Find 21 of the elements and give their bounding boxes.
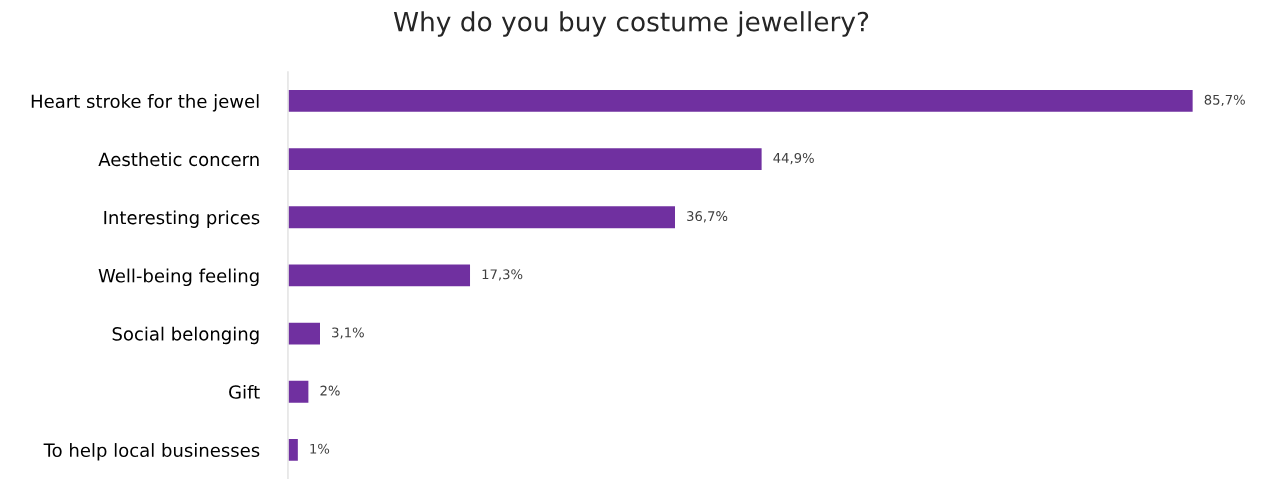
chart-title: Why do you buy costume jewellery? — [393, 11, 869, 37]
y-tick-label: Well-being feeling — [98, 268, 259, 287]
data-label: 17,3% — [482, 269, 523, 281]
data-label: 36,7% — [687, 211, 728, 223]
y-tick-label: Heart stroke for the jewel — [31, 94, 259, 112]
data-label: 1% — [310, 443, 330, 454]
bar — [287, 379, 310, 405]
bar — [287, 146, 763, 172]
data-label: 44,9% — [773, 152, 814, 165]
data-label: 85,7% — [1204, 94, 1245, 107]
bar — [287, 263, 472, 288]
bar — [287, 204, 677, 230]
y-tick-label: Interesting prices — [104, 210, 260, 228]
y-tick-label: Social belonging — [112, 326, 259, 345]
data-label: 2% — [320, 385, 340, 396]
y-tick-label: Gift — [229, 384, 260, 399]
data-label: 3,1% — [332, 327, 364, 339]
y-tick-label: To help local businesses — [43, 443, 260, 461]
bar — [287, 321, 322, 346]
y-tick-label: Aesthetic concern — [98, 152, 259, 167]
bar — [287, 88, 1195, 114]
